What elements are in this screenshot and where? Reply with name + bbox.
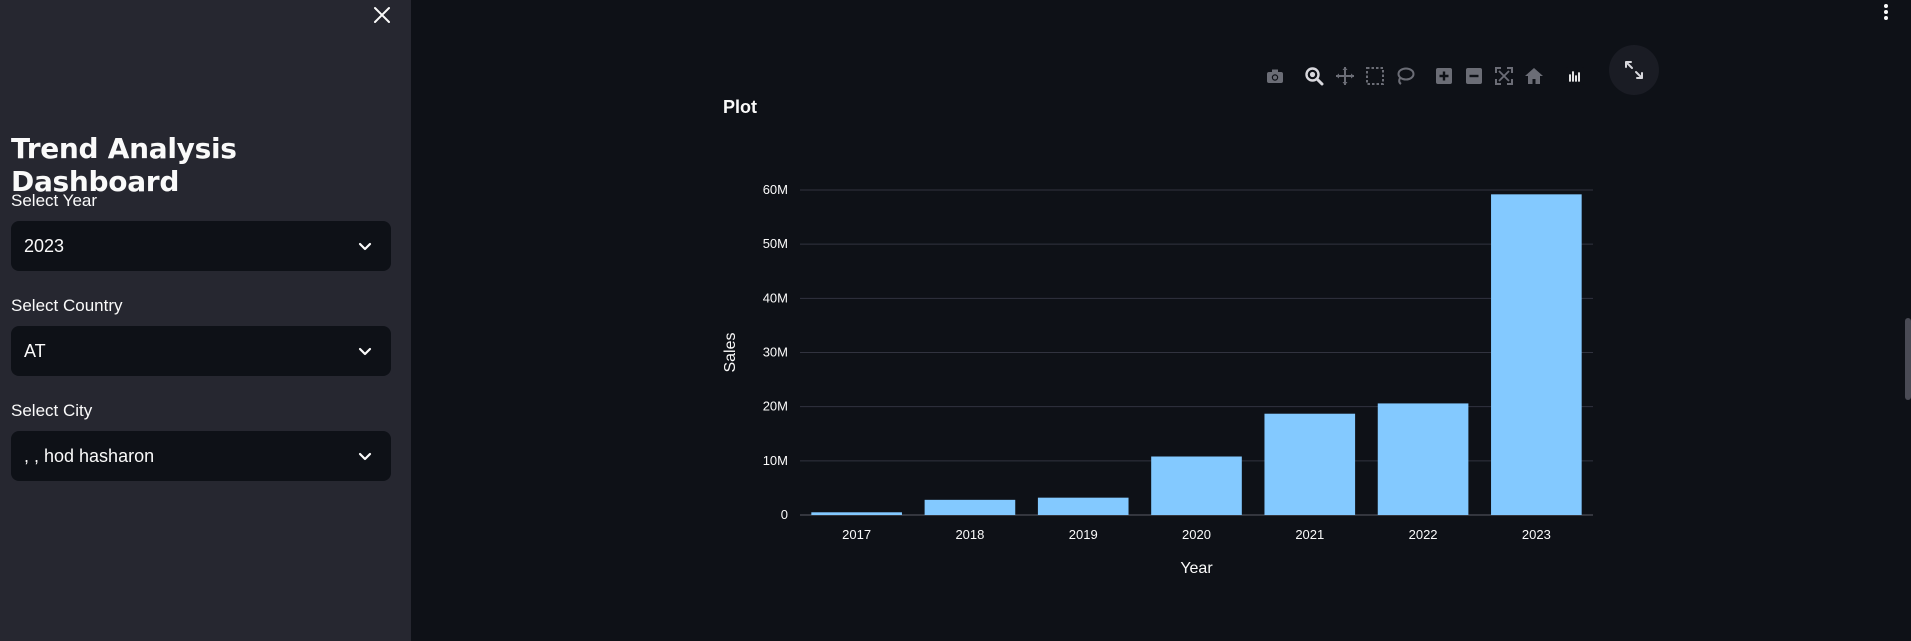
x-tick-label: 2023 [1522, 527, 1551, 542]
fullscreen-icon [1625, 61, 1643, 79]
bar-2021[interactable] [1264, 413, 1356, 515]
zoom-in-icon[interactable] [1433, 65, 1455, 87]
country-select[interactable]: AT [11, 326, 391, 376]
y-tick-label: 20M [763, 399, 788, 414]
autoscale-icon[interactable] [1493, 65, 1515, 87]
pan-icon[interactable] [1334, 65, 1356, 87]
city-select[interactable]: , , hod hasharon [11, 431, 391, 481]
year-select-value: 2023 [24, 235, 65, 256]
bar-2020[interactable] [1151, 456, 1242, 516]
y-tick-label: 10M [763, 453, 788, 468]
country-select-label: Select Country [11, 296, 123, 315]
bar-2018[interactable] [924, 499, 1016, 515]
lasso-select-icon[interactable] [1394, 65, 1416, 87]
x-tick-label: 2017 [842, 527, 871, 542]
year-select[interactable]: 2023 [11, 221, 391, 271]
close-sidebar-button[interactable] [369, 2, 395, 28]
zoom-icon[interactable] [1303, 65, 1325, 87]
country-select-value: AT [24, 340, 46, 361]
chevron-down-icon [358, 452, 372, 461]
plot-heading: Plot [723, 97, 757, 117]
y-axis-title: Sales [722, 332, 739, 372]
kebab-menu-icon [1884, 4, 1888, 8]
bar-2019[interactable] [1037, 497, 1129, 515]
bar-2023[interactable] [1491, 194, 1582, 516]
sales-bar-chart: 0 10M 20M 30M 40M 50M 60M 2017 2018 2019 2020 2021 2… [722, 182, 1593, 577]
x-tick-label: 2019 [1069, 527, 1098, 542]
bar-2017[interactable] [811, 512, 902, 515]
y-tick-label: 30M [763, 345, 788, 360]
city-select-value: , , hod hasharon [24, 445, 155, 466]
y-tick-label: 0 [781, 507, 788, 522]
main-menu-button[interactable] [1880, 2, 1892, 22]
x-tick-label: 2021 [1295, 527, 1324, 542]
x-tick-label: 2020 [1182, 527, 1211, 542]
bar-2022[interactable] [1377, 403, 1469, 515]
x-axis-title: Year [1180, 560, 1213, 577]
city-select-label: Select City [11, 401, 93, 420]
year-select-label: Select Year [11, 191, 98, 210]
scrollbar-thumb[interactable] [1905, 318, 1911, 400]
x-tick-label: 2018 [955, 527, 984, 542]
close-icon [374, 7, 390, 23]
dashboard-title: Trend Analysis Dashboard [11, 132, 237, 198]
plotly-logo-icon[interactable] [1564, 65, 1586, 87]
zoom-out-icon[interactable] [1463, 65, 1485, 87]
y-tick-label: 50M [763, 236, 788, 251]
reset-axes-icon[interactable] [1523, 65, 1545, 87]
box-select-icon[interactable] [1364, 65, 1386, 87]
y-tick-label: 60M [763, 182, 788, 197]
x-tick-label: 2022 [1409, 527, 1438, 542]
fullscreen-button[interactable] [1609, 45, 1659, 95]
sidebar: Trend Analysis Dashboard Select Year 202… [0, 0, 411, 641]
y-tick-label: 40M [763, 290, 788, 305]
chevron-down-icon [358, 242, 372, 251]
camera-icon[interactable] [1264, 65, 1286, 87]
chevron-down-icon [358, 347, 372, 356]
